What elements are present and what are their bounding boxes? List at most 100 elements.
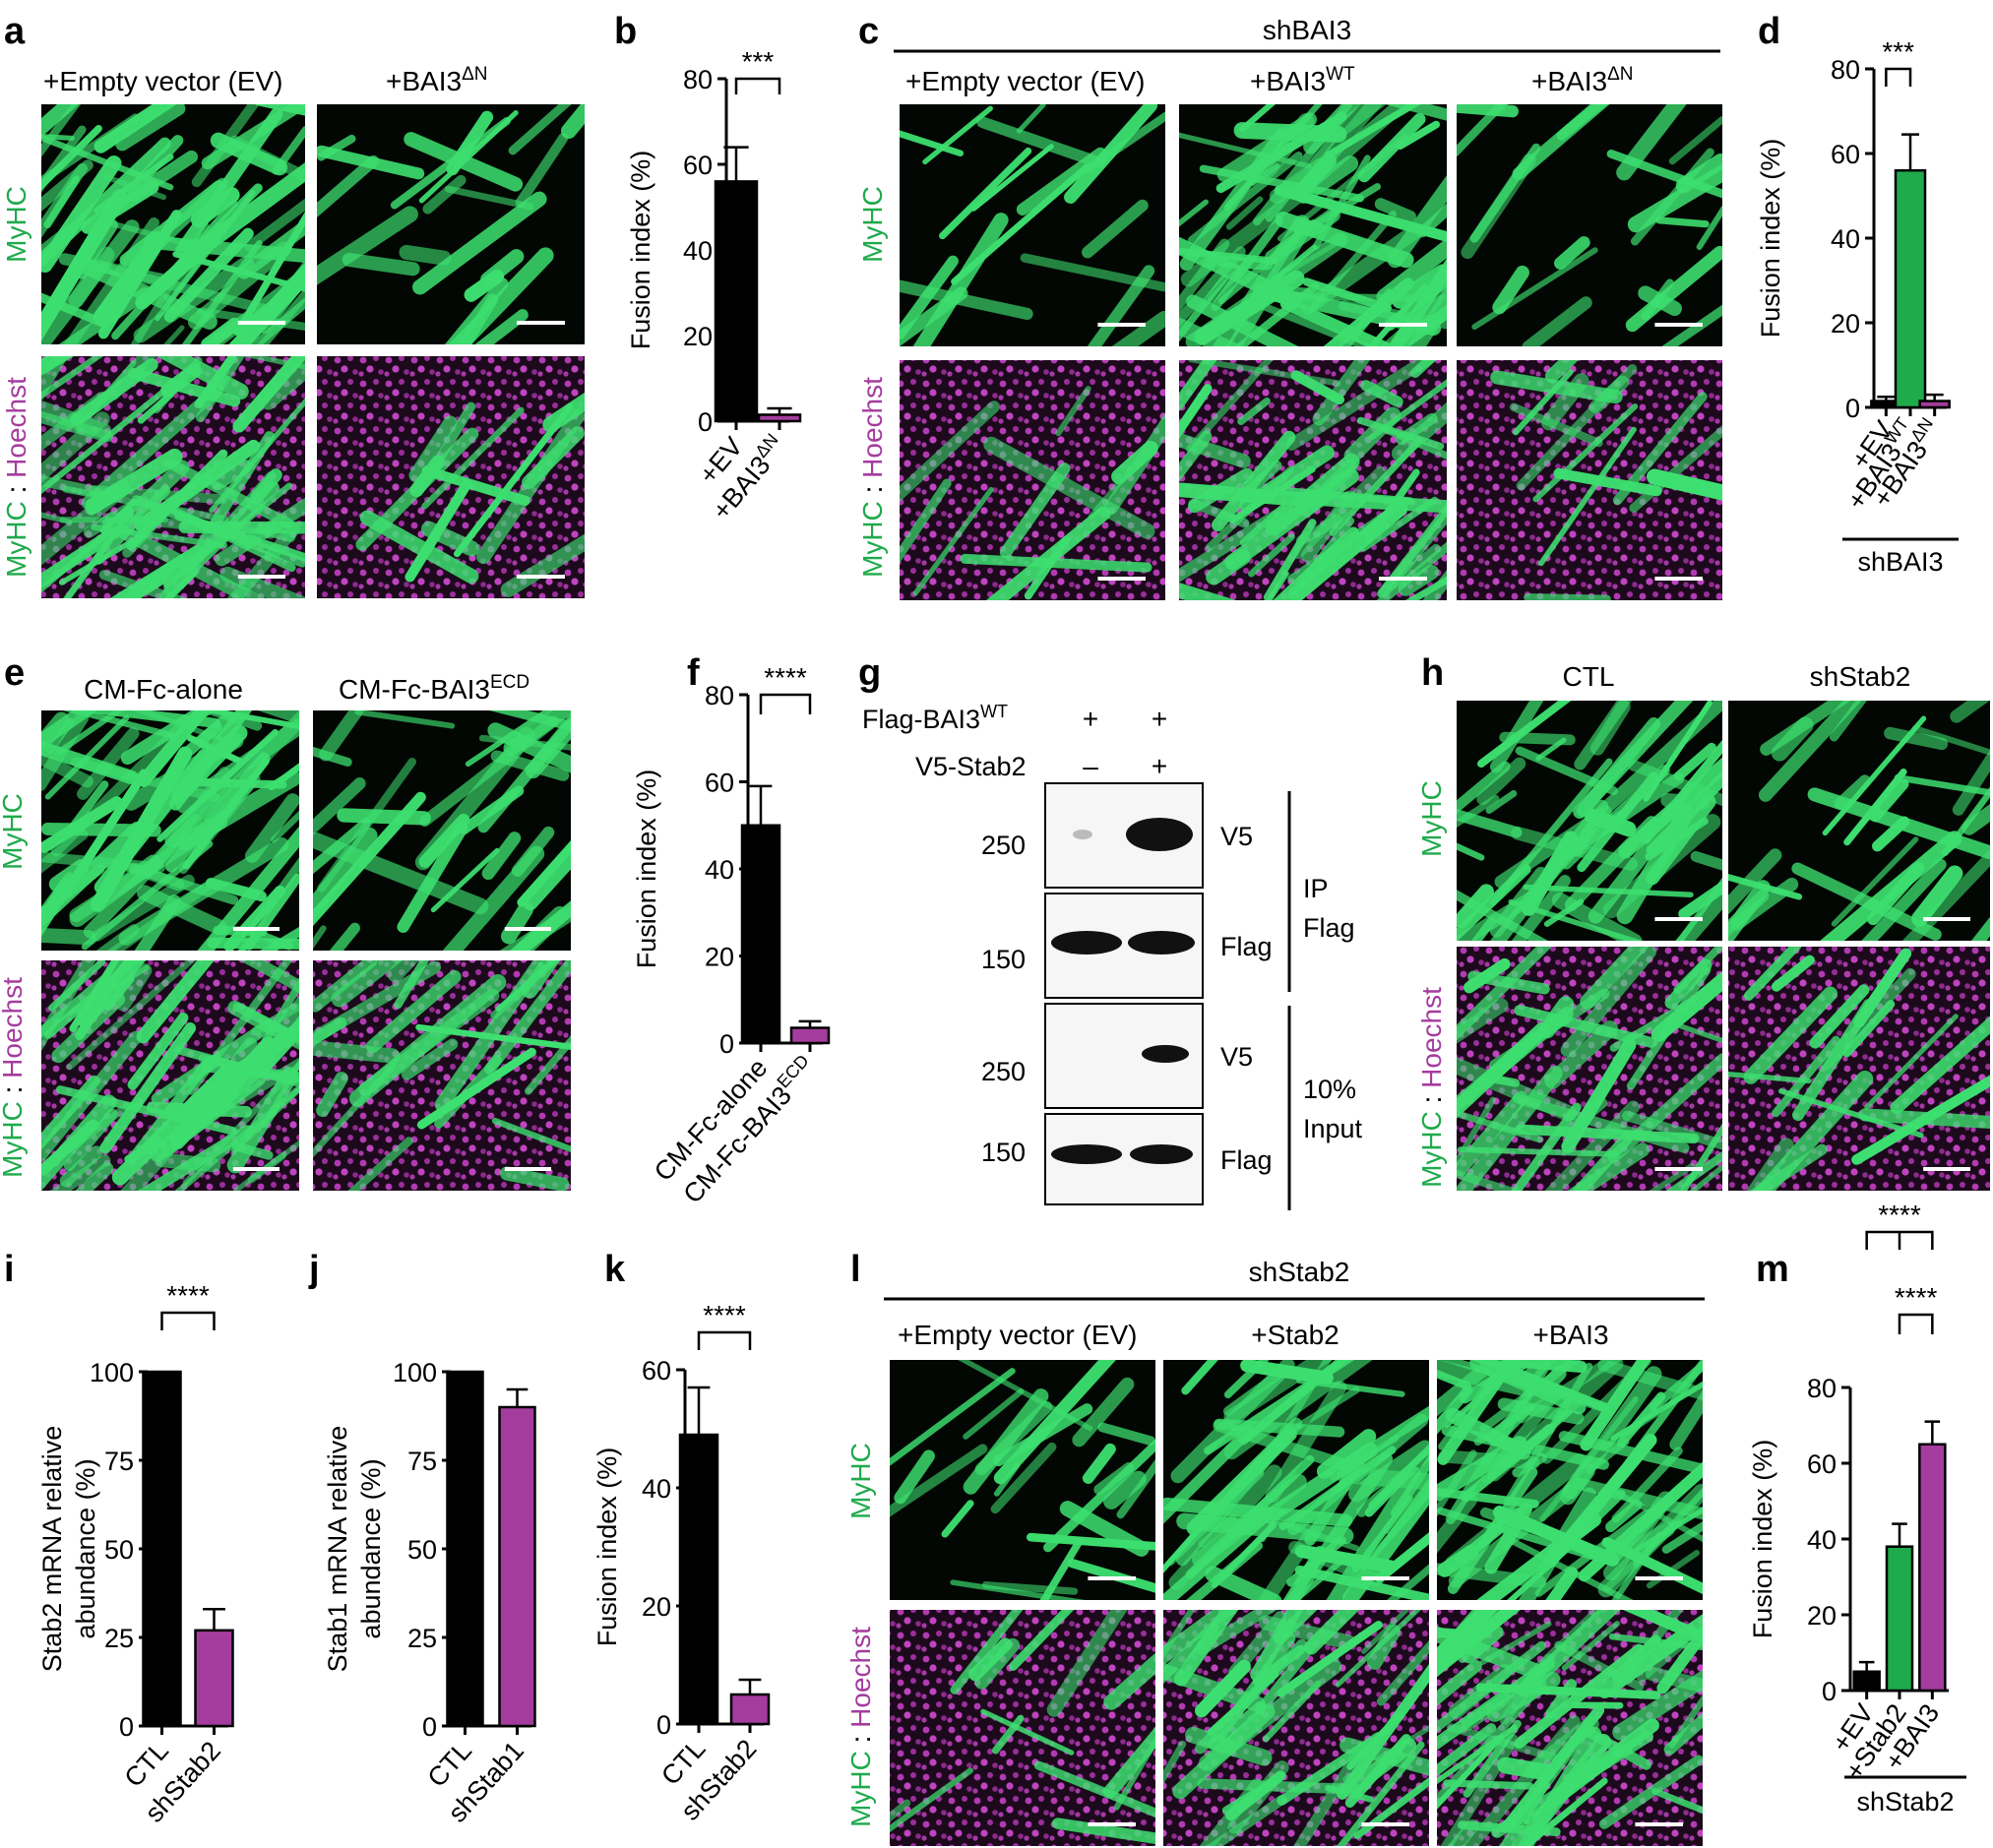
myotube [990, 1442, 1057, 1514]
blot-group2-line2: Input [1303, 1114, 1363, 1143]
myotube [1689, 1165, 1722, 1191]
myotube [81, 840, 214, 951]
myotube [1515, 1124, 1700, 1143]
myotube [1206, 548, 1251, 585]
myotube [162, 482, 293, 588]
myotube [112, 858, 239, 905]
panel-l-col3-label: +BAI3 [1532, 1320, 1608, 1350]
y-axis-title-line1: Stab2 mRNA relative [37, 1426, 67, 1673]
myotube [1103, 1470, 1147, 1509]
y-tick-label: 25 [104, 1624, 134, 1653]
merge-label-hoechst: Hoechst [845, 1627, 876, 1728]
myotube [1457, 1065, 1563, 1191]
panel-h-myhc-label: MyHC [1416, 780, 1447, 857]
image-content [1728, 701, 1990, 941]
myotube [75, 1162, 114, 1191]
myotube [244, 198, 305, 252]
label-base: CM-Fc-BAI3 [339, 674, 490, 705]
myotube [1367, 282, 1428, 346]
myotube [1243, 460, 1282, 497]
myotube [394, 960, 430, 1010]
myotube [1437, 1360, 1535, 1397]
myotube [1111, 310, 1165, 346]
panel-h-ctl-merge [1457, 947, 1722, 1191]
myotube [1360, 496, 1439, 552]
myotube [41, 137, 171, 266]
merge-label-sep: : [845, 1728, 876, 1751]
myotube [387, 960, 419, 983]
panel-a-col2-label: +BAI3ΔN [386, 64, 487, 96]
myotube [1266, 571, 1289, 600]
y-tick-label: 80 [683, 65, 713, 94]
panel-h-ctl-myhc [1457, 701, 1722, 941]
myotube [1198, 1514, 1237, 1549]
myotube [1385, 104, 1447, 121]
y-tick-label: 40 [705, 855, 734, 885]
myotube [1562, 1366, 1662, 1500]
myotube [365, 969, 462, 1054]
myotube [421, 406, 525, 510]
myotube [1545, 1567, 1579, 1600]
myotube [939, 147, 1032, 240]
myotube [1641, 278, 1674, 321]
myotube [105, 512, 276, 539]
myotube [1489, 758, 1613, 906]
panel-l-bai3-myhc [1437, 1360, 1703, 1600]
image-content [1163, 1360, 1429, 1600]
myotube [41, 134, 174, 191]
myotube [1514, 1005, 1657, 1048]
myotube [1457, 890, 1548, 941]
myotube [137, 710, 212, 787]
myotube [951, 163, 1090, 285]
blot-band [1142, 1045, 1189, 1063]
significance-label: **** [1895, 1282, 1938, 1313]
myotube [1593, 701, 1722, 820]
myotube [1437, 1734, 1505, 1810]
myotube [1277, 1519, 1360, 1552]
bar-2 [1918, 1443, 1947, 1693]
panel-c-dn-myhc [1457, 104, 1722, 346]
myotube [1457, 947, 1552, 1041]
myotube [1612, 392, 1708, 506]
myotube [134, 439, 261, 532]
myotube [313, 925, 327, 950]
myotube [41, 829, 89, 874]
myotube [1661, 304, 1722, 346]
y-tick-label: 40 [642, 1474, 671, 1504]
panel-letter-m: m [1756, 1249, 1789, 1290]
myotube [1509, 402, 1603, 448]
myotube [354, 710, 456, 729]
blot-row2-lane1: – [1083, 751, 1098, 781]
myotube [1179, 274, 1229, 342]
myotube [500, 901, 533, 945]
myotube [1285, 1452, 1394, 1600]
panel-letter-a: a [4, 11, 26, 52]
myotube [1285, 360, 1436, 451]
myotube [136, 960, 215, 1044]
panel-a-bai3dn-myhc [317, 104, 585, 344]
myotube [1437, 1723, 1497, 1777]
myotube [43, 960, 142, 1039]
myotube [1250, 163, 1280, 186]
myotube [1082, 1443, 1116, 1484]
myotube [517, 840, 571, 907]
significance-label: **** [764, 662, 807, 693]
bar-1 [789, 1026, 831, 1045]
myotube [1225, 1770, 1286, 1821]
myotube [1950, 701, 1990, 723]
bar-0 [678, 1433, 719, 1726]
image-content [900, 104, 1165, 346]
myotube [1376, 1639, 1429, 1706]
myotube [1576, 716, 1661, 818]
myotube [434, 1055, 503, 1129]
panel-c-col3-label: +BAI3ΔN [1531, 64, 1633, 96]
myotube [1437, 1610, 1483, 1663]
image-background [313, 960, 571, 1191]
myotube [950, 1610, 1024, 1694]
y-axis-title: Fusion index (%) [1748, 1440, 1777, 1639]
myotube [1457, 1057, 1578, 1122]
